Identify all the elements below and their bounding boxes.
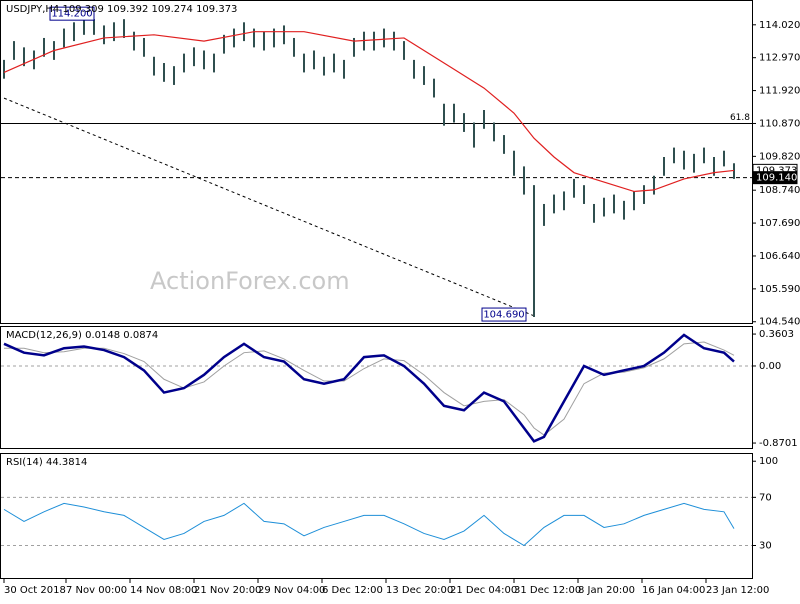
- y-tick-label: 109.820: [759, 151, 800, 162]
- price-frame: [0, 0, 753, 324]
- axis-price-label: 109.373: [756, 165, 797, 176]
- y-tick-label: 111.920: [759, 86, 800, 97]
- x-tick-label: 14 Nov 08:00: [130, 585, 197, 596]
- price-label-box: [49, 6, 95, 21]
- y-tick-label: 106.640: [759, 251, 800, 262]
- x-tick-label: 6 Dec 12:00: [322, 585, 383, 596]
- price-label-box: [481, 307, 527, 322]
- rsi-frame: [0, 453, 753, 579]
- x-tick-label: 30 Oct 2018: [4, 585, 66, 596]
- y-tick-label: 0.00: [759, 361, 781, 372]
- y-tick-label: 70: [759, 492, 772, 503]
- y-tick-label: 110.870: [759, 118, 800, 129]
- x-tick-label: 7 Nov 00:00: [66, 585, 127, 596]
- price-label: 104.690: [483, 310, 524, 321]
- x-tick-label: 13 Dec 20:00: [386, 585, 453, 596]
- y-tick-label: 104.540: [759, 317, 800, 328]
- y-tick-label: 30: [759, 540, 772, 551]
- fib-label: 61.8: [730, 113, 750, 123]
- x-tick-label: 31 Dec 12:00: [514, 585, 581, 596]
- axis-price-box: [752, 171, 798, 185]
- macd-frame: [0, 326, 753, 449]
- panel-title: MACD(12,26,9) 0.0148 0.0874: [6, 330, 158, 341]
- x-tick-label: 21 Dec 04:00: [450, 585, 517, 596]
- indicator-line: [3, 502, 735, 547]
- x-tick-label: 23 Jan 12:00: [706, 585, 769, 596]
- y-tick-label: 108.740: [759, 185, 800, 196]
- x-tick-label: 29 Nov 04:00: [258, 585, 325, 596]
- y-tick-label: 114.020: [759, 20, 800, 31]
- panel-title: USDJPY,H4 109.309 109.392 109.274 109.37…: [6, 4, 237, 15]
- y-tick-label: 112.970: [759, 53, 800, 64]
- y-tick-label: 100: [759, 456, 778, 467]
- panel-title: RSI(14) 44.3814: [6, 457, 87, 468]
- x-tick-label: 8 Jan 20:00: [578, 585, 635, 596]
- watermark: ActionForex.com: [150, 267, 350, 295]
- indicator-line: [3, 333, 735, 443]
- moving-average: [3, 31, 735, 193]
- y-tick-label: 0.3603: [759, 329, 794, 340]
- y-tick-label: -0.8701: [759, 438, 798, 449]
- price-label: 114.200: [51, 9, 92, 20]
- axis-price-label: 109.140: [756, 173, 797, 184]
- x-tick-label: 21 Nov 20:00: [194, 585, 261, 596]
- y-tick-label: 107.690: [759, 218, 800, 229]
- y-tick-label: 105.590: [759, 284, 800, 295]
- x-tick-label: 16 Jan 04:00: [642, 585, 705, 596]
